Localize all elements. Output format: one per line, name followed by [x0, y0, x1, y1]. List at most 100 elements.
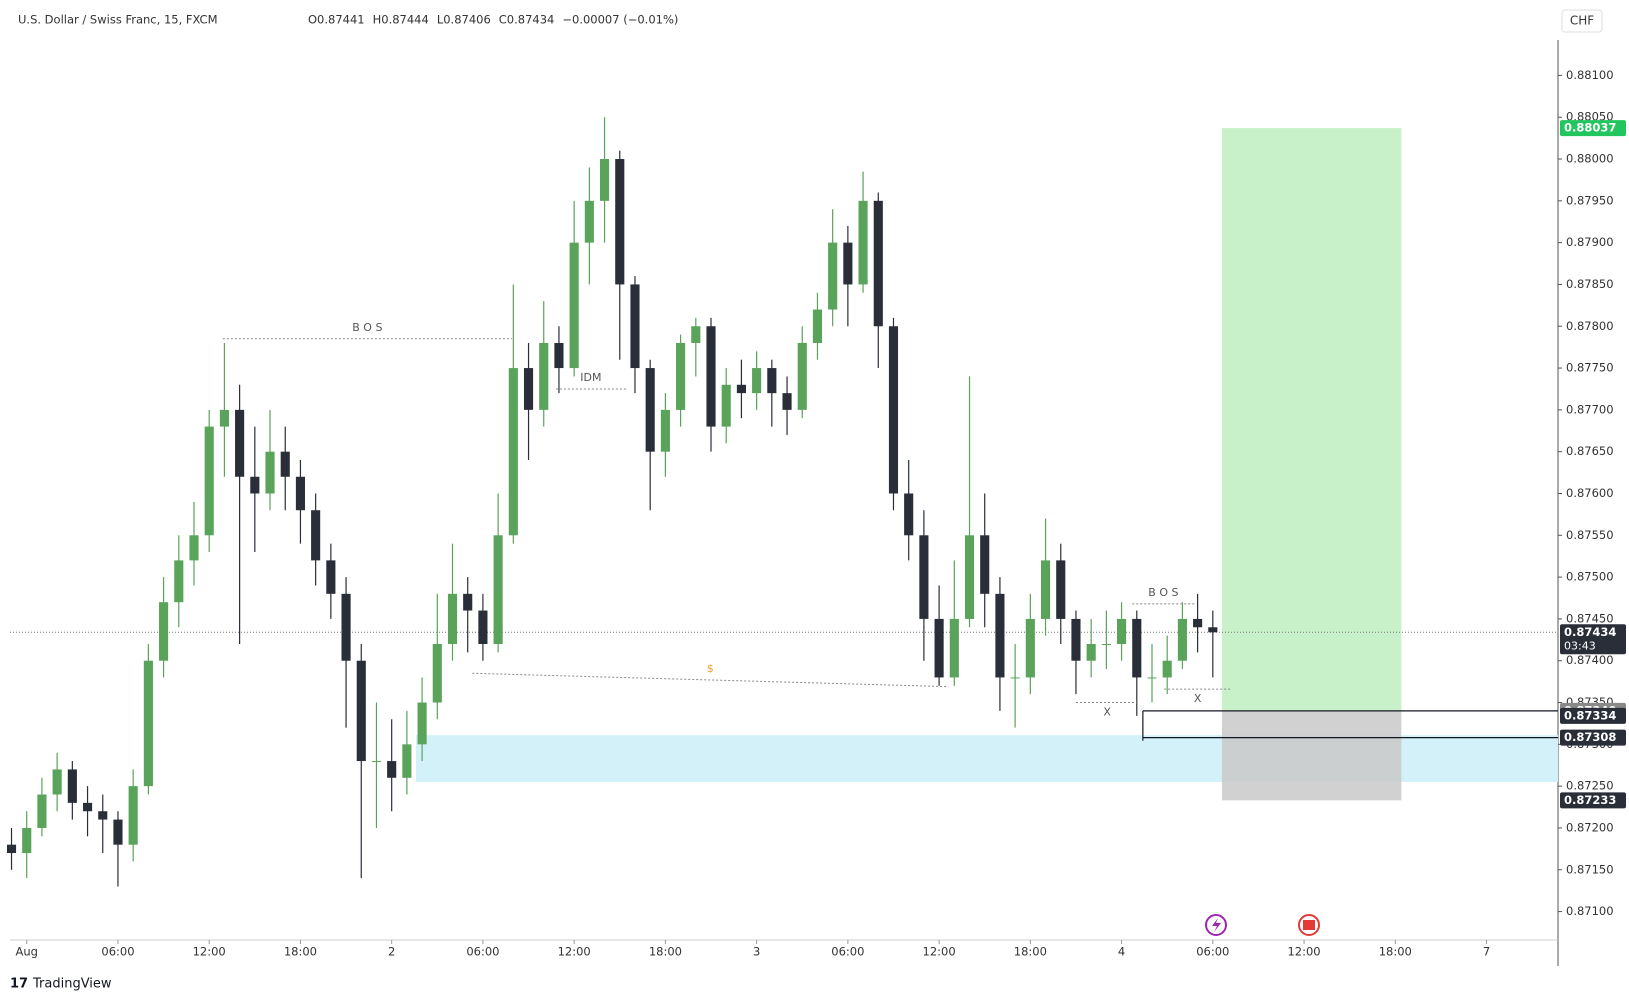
event-icons: [1205, 914, 1320, 936]
symbol-title: U.S. Dollar / Swiss Franc, 15, FXCM: [18, 13, 218, 27]
candle-body: [82, 802, 93, 812]
candle-body: [113, 819, 123, 845]
candle-body: [797, 342, 807, 410]
annotation-line: [472, 672, 949, 688]
candle-body: [250, 476, 260, 494]
x-tick-label: 3: [753, 945, 760, 959]
y-tick-label: 0.87150: [1566, 862, 1614, 876]
ohlc-value: −0.00007 (−0.01%): [562, 13, 678, 27]
ohlc-legend: O0.87441 H0.87444 L0.87406 C0.87434 −0.00007…: [308, 13, 678, 27]
candle-body: [736, 384, 746, 394]
ohlc-value: O0.87441: [308, 13, 365, 27]
candle-body: [660, 409, 670, 452]
brand: 17 TradingView: [10, 977, 112, 992]
y-tick-label: 0.88100: [1566, 68, 1614, 82]
ohlc-value: H0.87444: [373, 13, 429, 27]
x-tick-label: 06:00: [831, 945, 864, 959]
annotation-label: $: [707, 662, 714, 675]
x-tick-label: 7: [1483, 945, 1490, 959]
price-label-bg: [1560, 624, 1626, 655]
candle-body: [858, 200, 868, 285]
candle-body: [159, 602, 169, 661]
candle-body: [964, 535, 975, 619]
main-layer: B O S IDM $ B O S X X: [6, 117, 1558, 887]
candle-body: [1086, 643, 1096, 661]
y-tick-label: 0.87650: [1566, 444, 1614, 458]
price-label: 0.87308: [1564, 730, 1616, 744]
price-label: 0.87334: [1564, 708, 1616, 722]
y-tick-label: 0.87200: [1566, 820, 1614, 834]
candle-body: [1208, 627, 1218, 633]
flag: [1303, 920, 1315, 930]
x-tick-label: 2: [388, 945, 395, 959]
candle-body: [371, 761, 382, 763]
candle-body: [387, 761, 397, 778]
currency[interactable]: CHF: [1570, 14, 1594, 28]
profit-zone: [1221, 128, 1402, 711]
brand-name: TradingView: [32, 977, 112, 992]
y-tick-label: 0.87450: [1566, 611, 1614, 625]
candle-body: [52, 769, 62, 795]
candle-body: [812, 309, 823, 343]
y-tick-label: 0.87600: [1566, 486, 1614, 500]
y-tick-label: 0.87850: [1566, 277, 1614, 291]
candle-body: [98, 811, 108, 820]
candle-body: [888, 326, 899, 494]
candle-body: [508, 368, 518, 536]
price-label: 0.87233: [1564, 793, 1616, 807]
candle-body: [843, 242, 853, 285]
y-tick-label: 0.87750: [1566, 361, 1614, 375]
price-label: 0.88037: [1564, 121, 1616, 135]
annotation-label: X: [1103, 706, 1111, 719]
candle-body: [235, 409, 245, 477]
countdown: 03:43: [1564, 639, 1596, 652]
y-tick-label: 0.87100: [1566, 904, 1614, 918]
candle-body: [6, 844, 17, 854]
candle-body: [204, 426, 214, 536]
candle-body: [128, 786, 138, 845]
x-tick-label: 18:00: [649, 945, 682, 959]
candle-body: [432, 643, 442, 703]
candle-body: [554, 342, 564, 369]
candle-body: [311, 510, 321, 561]
annotation-label: B O S: [1148, 586, 1178, 599]
x-tick-label: 18:00: [284, 945, 317, 959]
candle-body: [706, 326, 716, 427]
price-label-bg: [1560, 707, 1626, 724]
candle-body: [295, 476, 306, 511]
candle-body: [326, 560, 336, 594]
candle-body: [280, 451, 290, 477]
currency-box[interactable]: [1561, 9, 1603, 33]
annotation-label: IDM: [580, 371, 601, 384]
candle-body: [1162, 660, 1172, 678]
annotation-label: X: [1194, 692, 1202, 705]
x-tick-label: 06:00: [466, 945, 499, 959]
x-tick-label: 12:00: [193, 945, 226, 959]
candle-body: [1117, 618, 1127, 644]
x-tick-label: 4: [1118, 945, 1125, 959]
candle-body: [691, 326, 701, 343]
candle-body: [523, 368, 534, 410]
candle-body: [919, 535, 929, 619]
candle-body: [1193, 618, 1203, 628]
candle-body: [676, 342, 686, 410]
candle-body: [417, 702, 427, 745]
x-tick-label: 12:00: [923, 945, 956, 959]
y-tick-label: 0.87800: [1566, 319, 1614, 333]
candle-body: [143, 660, 153, 787]
candle-body: [1040, 560, 1051, 619]
y-tick-label: 0.87250: [1566, 779, 1614, 793]
candle-body: [645, 368, 655, 452]
x-tick-label: 12:00: [1287, 945, 1320, 959]
price-label-bg: [1560, 792, 1626, 809]
candle-body: [767, 368, 777, 394]
candle-body: [1025, 618, 1035, 678]
price-label-bg: [1560, 729, 1626, 746]
candle-body: [539, 342, 549, 410]
candle-body: [1056, 560, 1066, 619]
candle-body: [828, 242, 838, 310]
candle-body: [904, 493, 914, 536]
candle-body: [630, 284, 640, 369]
ohlc-value: L0.87406: [437, 13, 491, 27]
